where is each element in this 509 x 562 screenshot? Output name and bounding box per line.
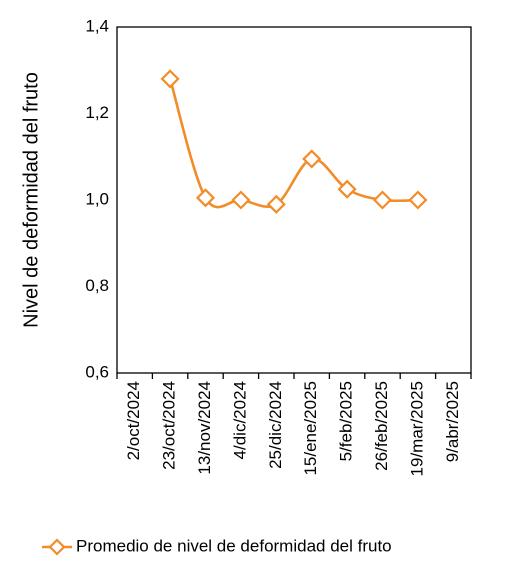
y-tick-label: 0,8 — [85, 276, 109, 295]
data-point — [231, 190, 251, 210]
x-tick-labels: 2/oct/2024 23/oct/2024 13/nov/2024 4/dic… — [124, 381, 462, 476]
y-tick-labels: 0,6 0,8 1,0 1,2 1,4 — [85, 16, 109, 381]
data-point — [195, 188, 216, 208]
y-tick-label: 1,2 — [85, 103, 109, 122]
data-point — [266, 194, 286, 214]
data-point — [302, 149, 322, 169]
x-tick-label: 15/ene/2025 — [301, 381, 320, 476]
data-point — [160, 69, 180, 89]
x-tick-label: 23/oct/2024 — [160, 381, 179, 470]
y-axis-title: Nivel de deformidad del fruto — [20, 72, 42, 328]
legend-label: Promedio de nivel de deformidad del frut… — [76, 536, 392, 555]
x-tick-label: 5/feb/2025 — [337, 381, 356, 461]
y-tick-label: 1,4 — [85, 16, 109, 35]
x-tick-marks — [116, 373, 472, 379]
series-line — [168, 77, 420, 209]
legend-marker — [48, 538, 66, 556]
y-tick-label: 0,6 — [85, 362, 109, 381]
data-point — [372, 190, 393, 210]
series-markers — [160, 69, 428, 214]
x-tick-label: 25/dic/2024 — [266, 381, 285, 469]
y-tick-label: 1,0 — [85, 189, 109, 208]
x-tick-label: 2/oct/2024 — [124, 381, 143, 460]
x-tick-label: 19/mar/2025 — [407, 381, 426, 476]
x-tick-label: 26/feb/2025 — [372, 381, 391, 471]
x-tick-label: 13/nov/2024 — [195, 381, 214, 475]
x-tick-label: 9/abr/2025 — [443, 381, 462, 462]
data-point — [337, 179, 357, 199]
x-tick-label: 4/dic/2024 — [230, 381, 249, 459]
data-point — [408, 190, 428, 210]
legend: Promedio de nivel de deformidad del frut… — [42, 536, 392, 556]
